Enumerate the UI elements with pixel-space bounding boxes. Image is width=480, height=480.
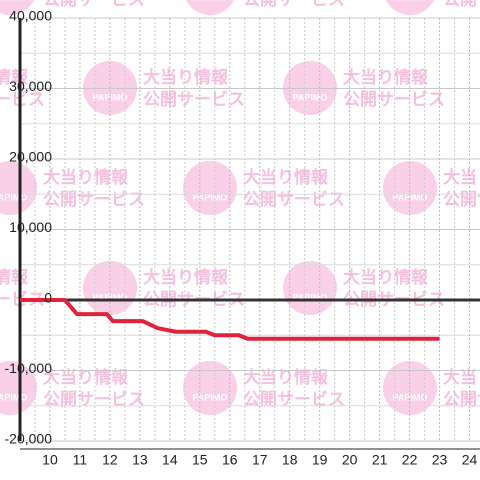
- y-tick-label: 10,000: [9, 219, 52, 235]
- watermark-text: 公開サービス: [43, 190, 145, 210]
- watermark-text: 公開サービス: [243, 190, 345, 210]
- watermark-text: 公開サービス: [43, 0, 145, 10]
- watermark-circle: [0, 361, 37, 415]
- watermarks: PAPIMO大当り情報公開サービスPAPIMO大当り情報公開サービスPAPIMO…: [0, 0, 480, 415]
- watermark-circle: [283, 261, 337, 315]
- x-tick-label: 12: [102, 452, 118, 468]
- x-tick-label: 16: [222, 452, 238, 468]
- watermark-circle: [183, 161, 237, 215]
- x-tick-label: 14: [162, 452, 178, 468]
- watermark-circle: [183, 361, 237, 415]
- watermark-text: 大当り情報: [243, 167, 329, 188]
- y-tick-label: 30,000: [9, 78, 52, 94]
- watermark-text: 大当り情報: [0, 67, 29, 88]
- x-tick-label: 15: [192, 452, 208, 468]
- x-tick-label: 19: [312, 452, 328, 468]
- x-tick-label: 23: [432, 452, 448, 468]
- watermark-text: 公開サービス: [343, 90, 445, 110]
- watermark-text: 公開サービス: [243, 390, 345, 410]
- watermark-circle: [385, 0, 435, 15]
- watermark-text: 公開サービス: [43, 390, 145, 410]
- watermark-logo: PAPIMO: [0, 192, 27, 202]
- watermark-text: 公開サービス: [443, 0, 480, 10]
- x-tick-label: 11: [73, 452, 88, 468]
- watermark-logo: PAPIMO: [0, 0, 27, 2]
- y-tick-label: -10,000: [5, 360, 53, 376]
- watermark-logo: PAPIMO: [193, 392, 228, 402]
- watermark-text: 公開サービス: [443, 390, 480, 410]
- watermark-text: 公開サービス: [443, 190, 480, 210]
- watermark-text: 大当り情報: [43, 167, 129, 188]
- x-tick-label: 18: [282, 452, 298, 468]
- line-series: [20, 298, 440, 341]
- y-tick-label: 0: [44, 290, 52, 306]
- watermark-text: 大当り情報: [243, 367, 329, 388]
- x-tick-label: 24: [462, 452, 478, 468]
- x-tick-label: 22: [402, 452, 418, 468]
- watermark-circle: [0, 161, 37, 215]
- watermark-logo: PAPIMO: [193, 192, 228, 202]
- x-tick-label: 21: [372, 452, 388, 468]
- watermark-text: 大当り情報: [143, 267, 229, 288]
- x-tick-label: 17: [252, 452, 268, 468]
- watermark-text: 大当り情報: [343, 267, 429, 288]
- watermark-text: 公開サービス: [243, 0, 345, 10]
- watermark-logo: PAPIMO: [293, 92, 328, 102]
- watermark-text: 大当り情報: [443, 367, 480, 388]
- watermark-text: 公開サービス: [143, 90, 245, 110]
- x-tick-label: 10: [42, 452, 58, 468]
- watermark-text: 大当り情報: [143, 67, 229, 88]
- watermark-logo: PAPIMO: [93, 92, 128, 102]
- watermark-text: 大当り情報: [343, 67, 429, 88]
- x-tick-label: 20: [342, 452, 358, 468]
- watermark-circle: [0, 0, 35, 15]
- watermark-text: 大当り情報: [443, 167, 480, 188]
- watermark-text: 大当り情報: [0, 267, 29, 288]
- watermark-logo: PAPIMO: [293, 292, 328, 302]
- watermark-text: 公開サービス: [0, 90, 45, 110]
- watermark-logo: PAPIMO: [93, 292, 128, 302]
- y-tick-label: 20,000: [9, 149, 52, 165]
- watermark-logo: PAPIMO: [393, 0, 428, 2]
- y-tick-label: -20,000: [5, 431, 53, 447]
- watermark-logo: PAPIMO: [393, 392, 428, 402]
- y-tick-label: 40,000: [9, 8, 52, 24]
- watermark-logo: PAPIMO: [393, 192, 428, 202]
- x-tick-label: 13: [132, 452, 148, 468]
- watermark-logo: PAPIMO: [193, 0, 228, 2]
- watermark-circle: [185, 0, 235, 15]
- watermark-logo: PAPIMO: [0, 392, 27, 402]
